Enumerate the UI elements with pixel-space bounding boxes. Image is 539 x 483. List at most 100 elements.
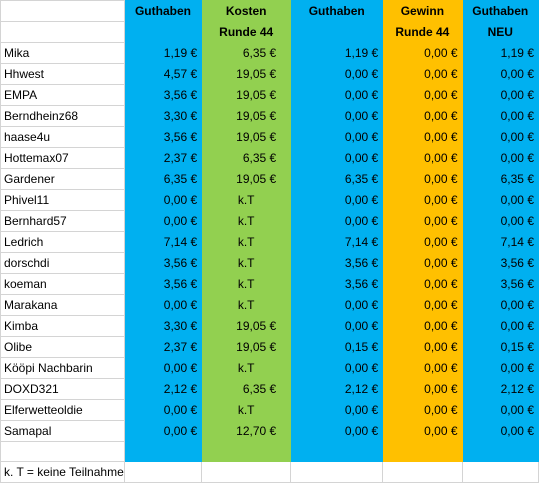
gewinn-cell[interactable]: 0,00 € — [382, 210, 463, 232]
guthaben-cell[interactable]: 3,30 € — [123, 105, 203, 127]
guthaben-neu-cell[interactable]: 0,00 € — [461, 189, 539, 211]
player-name-cell[interactable]: haase4u — [0, 126, 125, 148]
guthaben-neu-cell[interactable]: 0,00 € — [461, 147, 539, 169]
guthaben-cell[interactable]: 0,00 € — [123, 420, 203, 442]
player-name-cell[interactable]: Kööpi Nachbarin — [0, 357, 125, 379]
player-name-cell[interactable]: Bernhard57 — [0, 210, 125, 232]
empty-cell[interactable] — [461, 441, 539, 462]
empty-cell[interactable] — [382, 461, 463, 483]
header-guthaben[interactable]: Guthaben — [123, 0, 203, 22]
guthaben-after-cell[interactable]: 0,15 € — [290, 336, 384, 358]
guthaben-cell[interactable]: 0,00 € — [123, 399, 203, 421]
gewinn-cell[interactable]: 0,00 € — [382, 105, 463, 127]
gewinn-cell[interactable]: 0,00 € — [382, 147, 463, 169]
guthaben-neu-cell[interactable]: 0,00 € — [461, 84, 539, 106]
kosten-cell[interactable]: k.T — [201, 294, 292, 316]
kosten-cell[interactable]: 19,05 € — [201, 63, 292, 85]
kosten-cell[interactable]: 19,05 € — [201, 84, 292, 106]
guthaben-cell[interactable]: 3,56 € — [123, 84, 203, 106]
kosten-cell[interactable]: k.T — [201, 252, 292, 274]
kosten-cell[interactable]: 12,70 € — [201, 420, 292, 442]
gewinn-cell[interactable]: 0,00 € — [382, 189, 463, 211]
kosten-cell[interactable]: 19,05 € — [201, 105, 292, 127]
player-name-cell[interactable]: Marakana — [0, 294, 125, 316]
kosten-cell[interactable]: k.T — [201, 189, 292, 211]
empty-cell[interactable] — [201, 441, 292, 462]
gewinn-cell[interactable]: 0,00 € — [382, 336, 463, 358]
guthaben-after-cell[interactable]: 2,12 € — [290, 378, 384, 400]
gewinn-cell[interactable]: 0,00 € — [382, 231, 463, 253]
guthaben-neu-cell[interactable]: 3,56 € — [461, 252, 539, 274]
kosten-cell[interactable]: k.T — [201, 273, 292, 295]
player-name-cell[interactable]: Phivel11 — [0, 189, 125, 211]
player-name-cell[interactable]: Kimba — [0, 315, 125, 337]
gewinn-cell[interactable]: 0,00 € — [382, 378, 463, 400]
guthaben-neu-cell[interactable]: 0,15 € — [461, 336, 539, 358]
kosten-cell[interactable]: k.T — [201, 357, 292, 379]
player-name-cell[interactable]: Hottemax07 — [0, 147, 125, 169]
empty-cell[interactable] — [201, 461, 292, 483]
guthaben-neu-cell[interactable]: 0,00 € — [461, 210, 539, 232]
guthaben-cell[interactable]: 0,00 € — [123, 294, 203, 316]
gewinn-cell[interactable]: 0,00 € — [382, 357, 463, 379]
header-corner-cell-2[interactable] — [0, 21, 125, 43]
player-name-cell[interactable]: EMPA — [0, 84, 125, 106]
guthaben-after-cell[interactable]: 6,35 € — [290, 168, 384, 190]
header-kosten-sub[interactable]: Runde 44 — [201, 21, 292, 43]
gewinn-cell[interactable]: 0,00 € — [382, 168, 463, 190]
guthaben-cell[interactable]: 7,14 € — [123, 231, 203, 253]
player-name-cell[interactable]: koeman — [0, 273, 125, 295]
kosten-cell[interactable]: 19,05 € — [201, 315, 292, 337]
header-guthaben-2-sub[interactable] — [290, 21, 384, 43]
header-gewinn[interactable]: Gewinn — [382, 0, 463, 22]
guthaben-after-cell[interactable]: 0,00 € — [290, 63, 384, 85]
guthaben-cell[interactable]: 3,56 € — [123, 273, 203, 295]
guthaben-neu-cell[interactable]: 0,00 € — [461, 126, 539, 148]
header-gewinn-sub[interactable]: Runde 44 — [382, 21, 463, 43]
guthaben-cell[interactable]: 3,30 € — [123, 315, 203, 337]
gewinn-cell[interactable]: 0,00 € — [382, 315, 463, 337]
guthaben-neu-cell[interactable]: 0,00 € — [461, 315, 539, 337]
kosten-cell[interactable]: 6,35 € — [201, 378, 292, 400]
player-name-cell[interactable]: Berndheinz68 — [0, 105, 125, 127]
player-name-cell[interactable]: Hhwest — [0, 63, 125, 85]
guthaben-neu-cell[interactable]: 7,14 € — [461, 231, 539, 253]
gewinn-cell[interactable]: 0,00 € — [382, 273, 463, 295]
guthaben-after-cell[interactable]: 3,56 € — [290, 252, 384, 274]
kosten-cell[interactable]: 19,05 € — [201, 168, 292, 190]
empty-cell[interactable] — [290, 461, 384, 483]
guthaben-after-cell[interactable]: 0,00 € — [290, 420, 384, 442]
guthaben-neu-cell[interactable]: 0,00 € — [461, 105, 539, 127]
player-name-cell[interactable]: Elferwetteoldie — [0, 399, 125, 421]
guthaben-cell[interactable]: 1,19 € — [123, 42, 203, 64]
empty-cell[interactable] — [290, 441, 384, 462]
guthaben-neu-cell[interactable]: 1,19 € — [461, 42, 539, 64]
guthaben-cell[interactable]: 0,00 € — [123, 357, 203, 379]
empty-cell[interactable] — [461, 461, 539, 483]
guthaben-after-cell[interactable]: 0,00 € — [290, 294, 384, 316]
guthaben-neu-cell[interactable]: 6,35 € — [461, 168, 539, 190]
gewinn-cell[interactable]: 0,00 € — [382, 63, 463, 85]
header-guthaben-2[interactable]: Guthaben — [290, 0, 384, 22]
guthaben-after-cell[interactable]: 0,00 € — [290, 399, 384, 421]
guthaben-after-cell[interactable]: 0,00 € — [290, 315, 384, 337]
guthaben-cell[interactable]: 0,00 € — [123, 210, 203, 232]
header-guthaben-sub[interactable] — [123, 21, 203, 43]
kosten-cell[interactable]: 6,35 € — [201, 42, 292, 64]
kosten-cell[interactable]: k.T — [201, 231, 292, 253]
kosten-cell[interactable]: 6,35 € — [201, 147, 292, 169]
guthaben-neu-cell[interactable]: 0,00 € — [461, 63, 539, 85]
empty-cell[interactable] — [0, 441, 125, 462]
gewinn-cell[interactable]: 0,00 € — [382, 126, 463, 148]
guthaben-neu-cell[interactable]: 0,00 € — [461, 294, 539, 316]
gewinn-cell[interactable]: 0,00 € — [382, 84, 463, 106]
empty-cell[interactable] — [123, 461, 203, 483]
kosten-cell[interactable]: k.T — [201, 399, 292, 421]
gewinn-cell[interactable]: 0,00 € — [382, 42, 463, 64]
guthaben-after-cell[interactable]: 0,00 € — [290, 105, 384, 127]
guthaben-cell[interactable]: 2,12 € — [123, 378, 203, 400]
guthaben-after-cell[interactable]: 0,00 € — [290, 210, 384, 232]
header-neu-sub[interactable]: NEU — [461, 21, 539, 43]
guthaben-cell[interactable]: 0,00 € — [123, 189, 203, 211]
guthaben-after-cell[interactable]: 3,56 € — [290, 273, 384, 295]
